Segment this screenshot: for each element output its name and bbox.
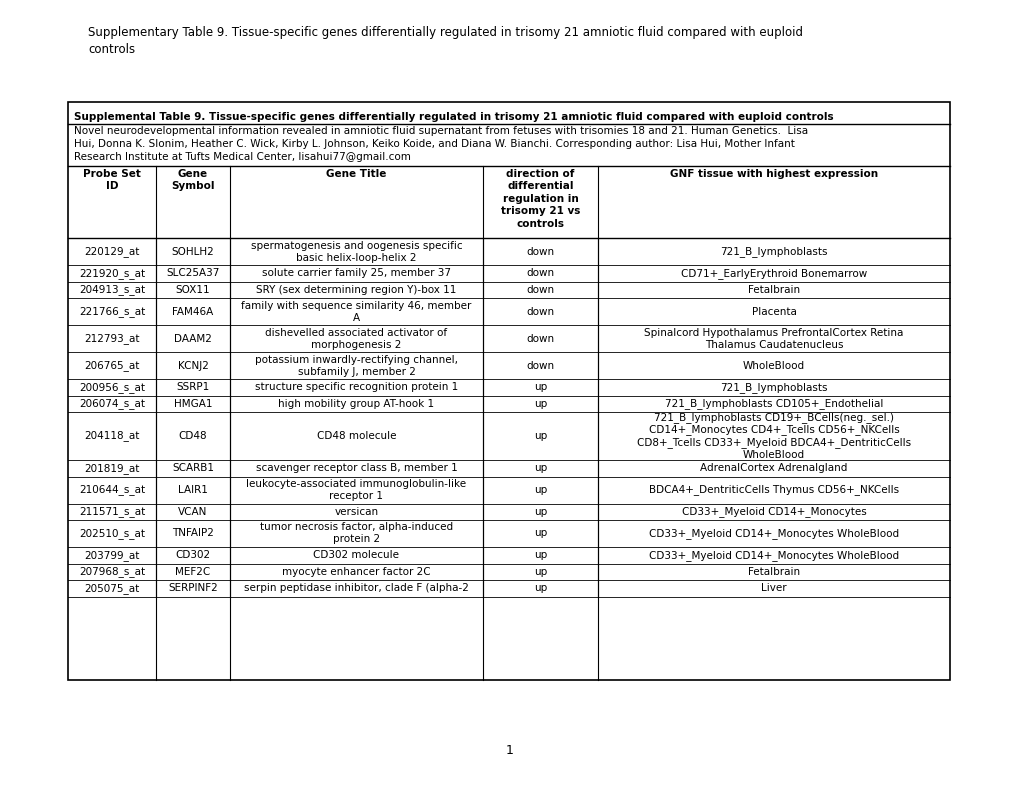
Text: SOHLH2: SOHLH2: [171, 247, 214, 257]
Text: MEF2C: MEF2C: [175, 567, 210, 577]
Text: CD48 molecule: CD48 molecule: [317, 431, 395, 441]
Text: serpin peptidase inhibitor, clade F (alpha-2: serpin peptidase inhibitor, clade F (alp…: [244, 583, 469, 593]
Text: 211571_s_at: 211571_s_at: [78, 507, 145, 517]
Text: Gene
Symbol: Gene Symbol: [171, 169, 215, 191]
Text: down: down: [526, 307, 554, 317]
Text: structure specific recognition protein 1: structure specific recognition protein 1: [255, 382, 458, 392]
Text: Fetalbrain: Fetalbrain: [747, 284, 799, 295]
Text: 201819_at: 201819_at: [85, 463, 140, 474]
Text: 221920_s_at: 221920_s_at: [78, 268, 145, 279]
Text: 1: 1: [505, 744, 514, 756]
Bar: [68, 102, 949, 680]
Text: 212793_at: 212793_at: [85, 333, 140, 344]
Text: 204118_at: 204118_at: [85, 430, 140, 441]
Text: Supplementary Table 9. Tissue-specific genes differentially regulated in trisomy: Supplementary Table 9. Tissue-specific g…: [88, 26, 802, 56]
Text: GNF tissue with highest expression: GNF tissue with highest expression: [669, 169, 877, 179]
Text: KCNJ2: KCNJ2: [177, 360, 208, 370]
Text: solute carrier family 25, member 37: solute carrier family 25, member 37: [262, 268, 450, 278]
Text: 207968_s_at: 207968_s_at: [78, 567, 145, 577]
Text: 721_B_lymphoblasts: 721_B_lymphoblasts: [719, 246, 827, 257]
Text: CD48: CD48: [178, 431, 207, 441]
Text: LAIR1: LAIR1: [178, 485, 208, 495]
Text: SLC25A37: SLC25A37: [166, 268, 219, 278]
Text: CD71+_EarlyErythroid Bonemarrow: CD71+_EarlyErythroid Bonemarrow: [681, 268, 866, 279]
Text: dishevelled associated activator of
morphogenesis 2: dishevelled associated activator of morp…: [265, 328, 447, 350]
Text: up: up: [533, 529, 546, 538]
Text: CD33+_Myeloid CD14+_Monocytes: CD33+_Myeloid CD14+_Monocytes: [681, 507, 865, 517]
Text: Supplemental Table 9. Tissue-specific genes differentially regulated in trisomy : Supplemental Table 9. Tissue-specific ge…: [74, 112, 833, 122]
Text: 202510_s_at: 202510_s_at: [78, 528, 145, 539]
Text: DAAM2: DAAM2: [174, 333, 212, 344]
Text: SERPINF2: SERPINF2: [168, 583, 218, 593]
Text: 721_B_lymphoblasts: 721_B_lymphoblasts: [719, 382, 827, 392]
Text: 206765_at: 206765_at: [85, 360, 140, 371]
Text: up: up: [533, 485, 546, 495]
Text: VCAN: VCAN: [178, 507, 208, 517]
Text: Probe Set
ID: Probe Set ID: [83, 169, 141, 191]
Text: Spinalcord Hypothalamus PrefrontalCortex Retina
Thalamus Caudatenucleus: Spinalcord Hypothalamus PrefrontalCortex…: [644, 328, 903, 350]
Text: up: up: [533, 399, 546, 409]
Text: 200956_s_at: 200956_s_at: [78, 382, 145, 392]
Text: leukocyte-associated immunoglobulin-like
receptor 1: leukocyte-associated immunoglobulin-like…: [247, 479, 466, 501]
Text: family with sequence similarity 46, member
A: family with sequence similarity 46, memb…: [242, 300, 471, 322]
Text: CD33+_Myeloid CD14+_Monocytes WholeBlood: CD33+_Myeloid CD14+_Monocytes WholeBlood: [648, 528, 898, 539]
Text: Novel neurodevelopmental information revealed in amniotic fluid supernatant from: Novel neurodevelopmental information rev…: [74, 126, 807, 162]
Text: up: up: [533, 507, 546, 517]
Text: 206074_s_at: 206074_s_at: [78, 398, 145, 409]
Text: direction of
differential
regulation in
trisomy 21 vs
controls: direction of differential regulation in …: [500, 169, 580, 229]
Text: spermatogenesis and oogenesis specific
basic helix-loop-helix 2: spermatogenesis and oogenesis specific b…: [251, 240, 462, 262]
Text: 721_B_lymphoblasts CD105+_Endothelial: 721_B_lymphoblasts CD105+_Endothelial: [664, 398, 882, 409]
Text: BDCA4+_DentriticCells Thymus CD56+_NKCells: BDCA4+_DentriticCells Thymus CD56+_NKCel…: [648, 485, 898, 496]
Text: SOX11: SOX11: [175, 284, 210, 295]
Text: TNFAIP2: TNFAIP2: [172, 529, 214, 538]
Text: Gene Title: Gene Title: [326, 169, 386, 179]
Text: up: up: [533, 550, 546, 560]
Text: down: down: [526, 247, 554, 257]
Text: myocyte enhancer factor 2C: myocyte enhancer factor 2C: [282, 567, 430, 577]
Text: tumor necrosis factor, alpha-induced
protein 2: tumor necrosis factor, alpha-induced pro…: [260, 522, 452, 545]
Text: HMGA1: HMGA1: [173, 399, 212, 409]
Text: scavenger receptor class B, member 1: scavenger receptor class B, member 1: [256, 463, 457, 474]
Text: SCARB1: SCARB1: [172, 463, 214, 474]
Text: high mobility group AT-hook 1: high mobility group AT-hook 1: [278, 399, 434, 409]
Text: 221766_s_at: 221766_s_at: [78, 306, 145, 317]
Text: FAM46A: FAM46A: [172, 307, 213, 317]
Text: Liver: Liver: [760, 583, 786, 593]
Text: up: up: [533, 382, 546, 392]
Text: AdrenalCortex Adrenalgland: AdrenalCortex Adrenalgland: [700, 463, 847, 474]
Text: up: up: [533, 583, 546, 593]
Text: down: down: [526, 284, 554, 295]
Text: potassium inwardly-rectifying channel,
subfamily J, member 2: potassium inwardly-rectifying channel, s…: [255, 355, 458, 377]
Text: SSRP1: SSRP1: [176, 382, 210, 392]
Text: 205075_at: 205075_at: [85, 583, 140, 593]
Text: versican: versican: [334, 507, 378, 517]
Text: 204913_s_at: 204913_s_at: [78, 284, 145, 296]
Text: 220129_at: 220129_at: [85, 246, 140, 257]
Text: 203799_at: 203799_at: [85, 550, 140, 561]
Text: up: up: [533, 463, 546, 474]
Text: WholeBlood: WholeBlood: [742, 360, 804, 370]
Text: down: down: [526, 268, 554, 278]
Text: Fetalbrain: Fetalbrain: [747, 567, 799, 577]
Text: CD302 molecule: CD302 molecule: [313, 550, 399, 560]
Text: up: up: [533, 431, 546, 441]
Text: Placenta: Placenta: [751, 307, 796, 317]
Text: 721_B_lymphoblasts CD19+_BCells(neg._sel.)
CD14+_Monocytes CD4+_Tcells CD56+_NKC: 721_B_lymphoblasts CD19+_BCells(neg._sel…: [636, 411, 910, 460]
Text: CD33+_Myeloid CD14+_Monocytes WholeBlood: CD33+_Myeloid CD14+_Monocytes WholeBlood: [648, 550, 898, 561]
Text: 210644_s_at: 210644_s_at: [78, 485, 145, 496]
Text: SRY (sex determining region Y)-box 11: SRY (sex determining region Y)-box 11: [256, 284, 457, 295]
Text: up: up: [533, 567, 546, 577]
Text: down: down: [526, 333, 554, 344]
Text: CD302: CD302: [175, 550, 210, 560]
Text: down: down: [526, 360, 554, 370]
